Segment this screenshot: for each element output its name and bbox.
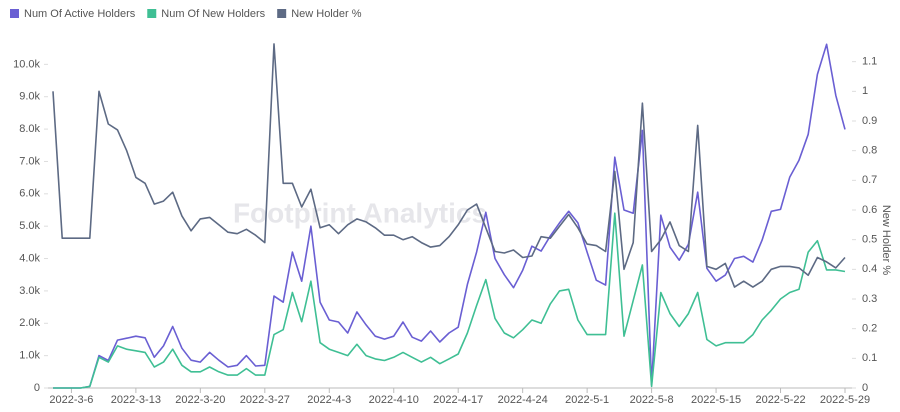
x-tick-label: 2022-3-20 <box>175 394 225 406</box>
x-tick-label: 2022-5-22 <box>755 394 805 406</box>
y-tick-label: 7.0k <box>19 155 40 167</box>
x-tick-label: 2022-5-8 <box>630 394 674 406</box>
y-tick-label: 6.0k <box>19 188 40 200</box>
y2-tick-label: 1.1 <box>862 56 877 68</box>
y2-tick-label: 0.9 <box>862 115 877 127</box>
x-tick-label: 2022-3-13 <box>111 394 161 406</box>
y2-axis-label: New Holder % <box>880 205 892 276</box>
y-tick-label: 1.0k <box>19 350 40 362</box>
series-line <box>53 43 846 389</box>
series-line <box>53 212 846 389</box>
legend-label: Num Of Active Holders <box>24 8 136 20</box>
y2-tick-label: 0.6 <box>862 204 877 216</box>
y2-tick-label: 0.8 <box>862 145 877 157</box>
x-tick-label: 2022-4-3 <box>307 394 351 406</box>
y-tick-label: 8.0k <box>19 123 40 135</box>
x-tick-label: 2022-5-15 <box>691 394 741 406</box>
legend-label: Num Of New Holders <box>161 8 265 20</box>
y2-tick-label: 0 <box>862 382 868 394</box>
x-tick-label: 2022-4-10 <box>369 394 419 406</box>
y-tick-label: 10.0k <box>13 58 40 70</box>
y2-tick-label: 0.7 <box>862 174 877 186</box>
y-tick-label: 0 <box>34 382 40 394</box>
x-tick-label: 2022-5-29 <box>820 394 870 406</box>
y-tick-label: 9.0k <box>19 91 40 103</box>
y2-tick-label: 0.1 <box>862 352 877 364</box>
y2-tick-label: 0.5 <box>862 234 877 246</box>
series-line <box>52 43 846 288</box>
y-tick-label: 4.0k <box>19 252 40 264</box>
y-tick-label: 2.0k <box>19 317 40 329</box>
y2-tick-label: 0.4 <box>862 263 877 275</box>
x-tick-label: 2022-4-24 <box>498 394 548 406</box>
y2-tick-label: 0.2 <box>862 323 877 335</box>
watermark: Footprint Analytics <box>233 197 487 228</box>
legend-swatch <box>147 9 157 18</box>
legend-label: New Holder % <box>291 8 362 20</box>
x-tick-label: 2022-3-27 <box>240 394 290 406</box>
y2-tick-label: 0.3 <box>862 293 877 305</box>
x-tick-label: 2022-4-17 <box>433 394 483 406</box>
y-tick-label: 5.0k <box>19 220 40 232</box>
y2-tick-label: 1 <box>862 85 868 97</box>
legend-swatch <box>277 9 287 18</box>
y-tick-label: 3.0k <box>19 285 40 297</box>
x-tick-label: 2022-5-1 <box>565 394 609 406</box>
x-tick-label: 2022-3-6 <box>49 394 93 406</box>
legend-swatch <box>10 9 19 18</box>
